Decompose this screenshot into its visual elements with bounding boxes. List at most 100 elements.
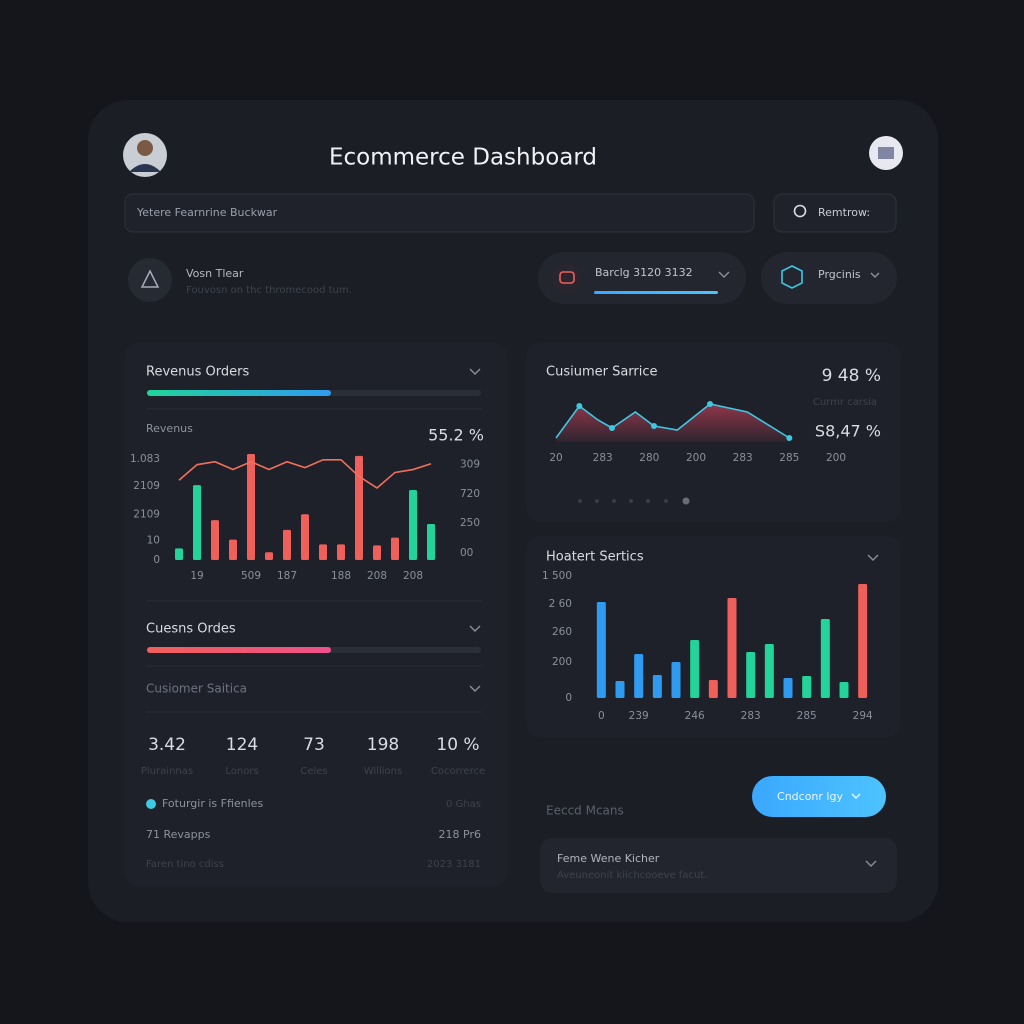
y-tick-label: 200 <box>552 656 572 668</box>
bar <box>247 453 255 560</box>
y2-tick-label: 720 <box>460 488 480 500</box>
bar <box>355 455 363 560</box>
legend-dot <box>146 799 156 809</box>
service-title: Cusiumer Sarrice <box>546 365 658 380</box>
bar <box>783 678 793 698</box>
search-placeholder: Yetere Fearnrine Buckwar <box>136 206 278 219</box>
point <box>651 423 657 429</box>
row-value: 218 Pr6 <box>439 828 481 841</box>
bar <box>746 652 756 698</box>
bar <box>301 514 309 560</box>
x-tick-label: 239 <box>629 710 649 722</box>
date-label: Barclg 3120 3132 <box>595 266 693 279</box>
menu-icon <box>878 147 894 159</box>
x-tick-label: 285 <box>797 710 817 722</box>
bar <box>727 598 737 698</box>
hosted-panel <box>526 536 901 737</box>
x-tick-label: 200 <box>826 452 846 464</box>
profile-icon <box>128 258 172 302</box>
y-tick-label: 260 <box>552 626 572 638</box>
y-tick-label: 1 500 <box>542 570 572 582</box>
y-tick-label: 0 <box>565 692 572 704</box>
x-tick-label: 188 <box>331 570 351 582</box>
bar <box>764 644 774 698</box>
action-card-title: Feme Wene Kicher <box>557 852 660 865</box>
bar <box>652 675 662 698</box>
bar <box>708 680 718 698</box>
hosted-title: Hoatert Sertics <box>546 550 644 565</box>
bar <box>409 489 417 560</box>
stat-value: 198 <box>367 735 399 755</box>
search-icon <box>793 204 807 218</box>
bar <box>337 544 345 560</box>
profile-glyph <box>140 269 160 288</box>
revenue-percent: 55.2 % <box>428 426 484 445</box>
bar <box>283 529 291 560</box>
bar <box>427 524 435 560</box>
row-value: 2023 3181 <box>427 859 481 870</box>
x-tick-label: 246 <box>685 710 705 722</box>
chevron[interactable] <box>469 368 481 375</box>
chevron[interactable] <box>469 625 481 632</box>
stat-value: 10 % <box>436 735 479 755</box>
x-tick-label: 200 <box>686 452 706 464</box>
x-tick-label: 0 <box>598 710 605 722</box>
pages-filter[interactable] <box>761 252 897 304</box>
action-card[interactable] <box>540 838 897 893</box>
stat-value: 73 <box>303 735 325 755</box>
bar <box>802 676 812 698</box>
pages-icon <box>781 265 803 289</box>
y2-tick-label: 00 <box>460 547 473 559</box>
avatar-face <box>137 140 153 156</box>
search-button[interactable] <box>773 193 897 233</box>
revenue-panel <box>124 343 508 886</box>
chevron <box>870 272 880 278</box>
bar <box>373 545 381 560</box>
stat-label: Celes <box>300 766 327 777</box>
stat-label: Cocorrerce <box>431 766 485 777</box>
bar <box>690 640 700 698</box>
pagination <box>578 497 690 505</box>
area-line <box>555 403 790 439</box>
service-percent: S8,47 % <box>815 422 881 441</box>
bar <box>858 584 868 698</box>
x-tick-label: 19 <box>190 570 203 582</box>
bar <box>319 544 327 560</box>
x-tick-label: 294 <box>853 710 873 722</box>
x-tick-label: 283 <box>733 452 753 464</box>
action-button-label: Cndconr lgy <box>777 790 843 803</box>
point <box>576 403 583 409</box>
orders-title: Cuesns Ordes <box>146 622 236 637</box>
area <box>556 404 790 442</box>
row-label: 71 Revapps <box>146 828 211 841</box>
x-tick-label: 187 <box>277 570 297 582</box>
stat-label: Willions <box>364 766 402 777</box>
bar <box>175 548 183 560</box>
bar <box>839 682 849 698</box>
bar <box>265 552 273 560</box>
action-button[interactable] <box>752 776 886 817</box>
bar <box>193 485 201 560</box>
date-icon <box>559 271 575 284</box>
search-field[interactable] <box>124 193 755 233</box>
bar <box>211 520 219 560</box>
chevron[interactable] <box>867 554 879 561</box>
x-tick-label: 208 <box>367 570 387 582</box>
row-label: Faren tino cdiss <box>146 859 224 870</box>
profile-subtitle: Fouvosn on thc thromecood tum. <box>186 285 352 296</box>
y-tick-label: 2 60 <box>549 598 572 610</box>
point <box>609 425 615 431</box>
actions-label: Eeccd Mcans <box>546 804 624 818</box>
point <box>786 435 793 441</box>
y-tick-label: 2109 <box>133 508 160 520</box>
chevron[interactable] <box>469 685 481 692</box>
x-tick-label: 283 <box>593 452 613 464</box>
chevron <box>718 271 730 278</box>
stat-value: 3.42 <box>148 735 186 755</box>
progress-fill <box>147 647 331 653</box>
stat-label: Lonors <box>225 766 258 777</box>
y-tick-label: 0 <box>153 554 160 566</box>
y-tick-label: 10 <box>147 535 160 547</box>
bar <box>634 654 644 698</box>
